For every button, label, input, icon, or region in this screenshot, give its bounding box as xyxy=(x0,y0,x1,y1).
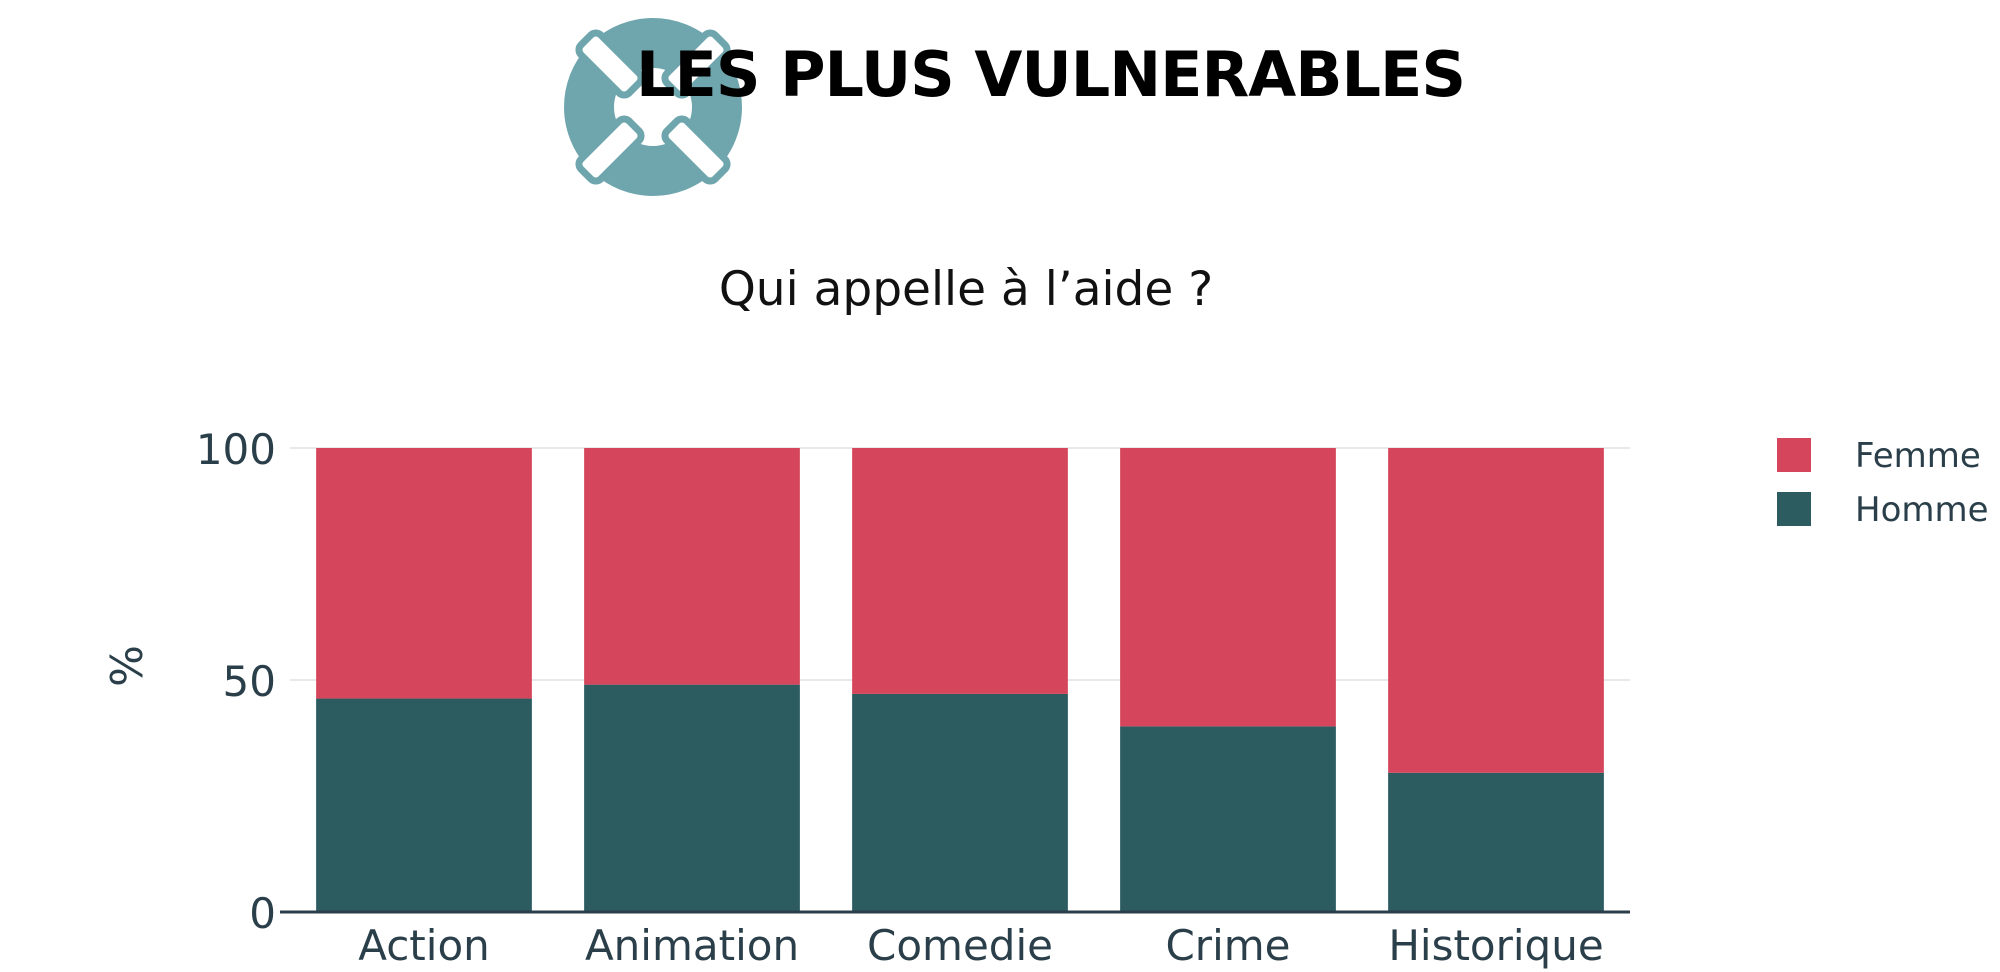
x-tick-label: Historique xyxy=(1388,921,1603,970)
y-tick-label: 0 xyxy=(249,889,276,938)
bar-femme-animation xyxy=(584,448,800,685)
bar-homme-crime xyxy=(1120,726,1336,912)
chart-title: Qui appelle à l’aide ? xyxy=(718,262,1214,317)
header: LES PLUS VULNERABLES xyxy=(0,0,2000,210)
legend-label-femme: Femme xyxy=(1855,436,1981,476)
bar-homme-comedie xyxy=(852,693,1068,912)
bar-homme-historique xyxy=(1388,772,1604,912)
y-axis-label: % xyxy=(102,645,153,687)
page-title: LES PLUS VULNERABLES xyxy=(636,38,1466,111)
x-tick-label: Crime xyxy=(1165,921,1290,970)
y-tick-label: 100 xyxy=(196,425,276,474)
bar-femme-historique xyxy=(1388,448,1604,773)
legend-swatch-femme xyxy=(1777,438,1811,472)
x-tick-label: Animation xyxy=(585,921,799,970)
lifebuoy-icon xyxy=(564,18,742,196)
lifebuoy-ring xyxy=(564,18,742,196)
y-tick-label: 50 xyxy=(223,657,276,706)
bar-femme-comedie xyxy=(852,448,1068,694)
bar-femme-crime xyxy=(1120,448,1336,727)
bar-homme-animation xyxy=(584,684,800,912)
bar-homme-action xyxy=(316,698,532,912)
legend-label-homme: Homme xyxy=(1855,490,1989,530)
x-tick-label: Comedie xyxy=(867,921,1053,970)
lifebuoy-straps xyxy=(575,29,731,185)
legend-swatch-homme xyxy=(1777,492,1811,526)
bar-femme-action xyxy=(316,448,532,699)
x-tick-label: Action xyxy=(358,921,490,970)
